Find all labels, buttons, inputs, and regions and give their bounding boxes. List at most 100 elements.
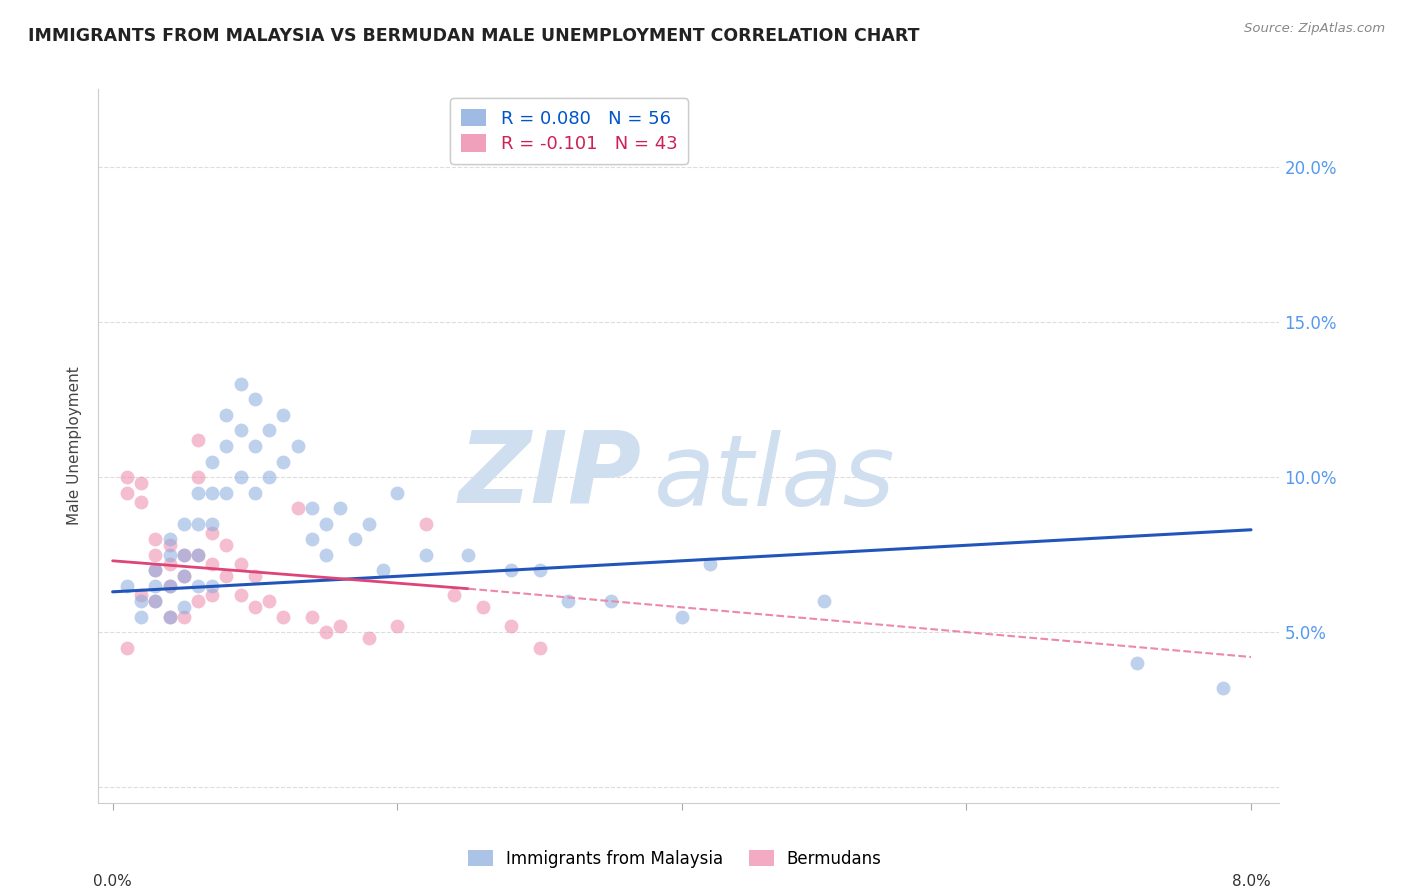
Point: [301, 501, 323, 516]
Point: [315, 548, 337, 562]
Point: [173, 609, 195, 624]
Point: [129, 588, 152, 602]
Point: [159, 609, 181, 624]
Point: [201, 525, 224, 540]
Point: [529, 563, 551, 577]
Point: [215, 408, 238, 422]
Point: [229, 557, 252, 571]
Point: [301, 609, 323, 624]
Point: [415, 548, 437, 562]
Text: 8.0%: 8.0%: [1232, 874, 1271, 889]
Point: [243, 600, 266, 615]
Point: [257, 470, 280, 484]
Point: [287, 501, 309, 516]
Text: atlas: atlas: [654, 430, 896, 526]
Point: [143, 532, 166, 546]
Point: [671, 609, 693, 624]
Point: [187, 470, 209, 484]
Text: IMMIGRANTS FROM MALAYSIA VS BERMUDAN MALE UNEMPLOYMENT CORRELATION CHART: IMMIGRANTS FROM MALAYSIA VS BERMUDAN MAL…: [28, 27, 920, 45]
Point: [357, 632, 380, 646]
Point: [201, 454, 224, 468]
Text: 0.0%: 0.0%: [93, 874, 132, 889]
Y-axis label: Male Unemployment: Male Unemployment: [67, 367, 83, 525]
Point: [187, 516, 209, 531]
Point: [315, 516, 337, 531]
Point: [415, 516, 437, 531]
Point: [187, 433, 209, 447]
Point: [243, 485, 266, 500]
Point: [115, 579, 138, 593]
Point: [187, 594, 209, 608]
Point: [129, 609, 152, 624]
Point: [215, 485, 238, 500]
Point: [201, 516, 224, 531]
Point: [273, 408, 295, 422]
Point: [159, 538, 181, 552]
Point: [159, 609, 181, 624]
Point: [243, 569, 266, 583]
Point: [173, 600, 195, 615]
Point: [143, 579, 166, 593]
Point: [143, 594, 166, 608]
Point: [229, 376, 252, 391]
Point: [1212, 681, 1234, 695]
Point: [115, 640, 138, 655]
Point: [273, 454, 295, 468]
Point: [215, 439, 238, 453]
Point: [143, 563, 166, 577]
Legend: R = 0.080   N = 56, R = -0.101   N = 43: R = 0.080 N = 56, R = -0.101 N = 43: [450, 98, 688, 164]
Point: [159, 579, 181, 593]
Point: [187, 548, 209, 562]
Text: ZIP: ZIP: [458, 426, 641, 523]
Text: Source: ZipAtlas.com: Source: ZipAtlas.com: [1244, 22, 1385, 36]
Point: [273, 609, 295, 624]
Point: [329, 619, 352, 633]
Point: [443, 588, 465, 602]
Point: [387, 619, 409, 633]
Point: [143, 594, 166, 608]
Point: [201, 557, 224, 571]
Point: [215, 538, 238, 552]
Point: [457, 548, 479, 562]
Point: [215, 569, 238, 583]
Point: [143, 563, 166, 577]
Point: [557, 594, 579, 608]
Point: [115, 470, 138, 484]
Point: [813, 594, 835, 608]
Point: [159, 557, 181, 571]
Point: [187, 548, 209, 562]
Point: [201, 579, 224, 593]
Point: [1126, 656, 1149, 670]
Point: [329, 501, 352, 516]
Point: [159, 548, 181, 562]
Point: [499, 619, 522, 633]
Point: [129, 476, 152, 491]
Point: [301, 532, 323, 546]
Point: [143, 548, 166, 562]
Point: [173, 548, 195, 562]
Point: [173, 516, 195, 531]
Point: [187, 485, 209, 500]
Point: [343, 532, 366, 546]
Point: [357, 516, 380, 531]
Point: [187, 579, 209, 593]
Point: [499, 563, 522, 577]
Point: [173, 548, 195, 562]
Point: [387, 485, 409, 500]
Point: [229, 470, 252, 484]
Point: [201, 588, 224, 602]
Point: [315, 625, 337, 640]
Point: [243, 439, 266, 453]
Legend: Immigrants from Malaysia, Bermudans: Immigrants from Malaysia, Bermudans: [461, 844, 889, 875]
Point: [173, 569, 195, 583]
Point: [471, 600, 494, 615]
Point: [129, 495, 152, 509]
Point: [599, 594, 621, 608]
Point: [371, 563, 394, 577]
Point: [159, 532, 181, 546]
Point: [115, 485, 138, 500]
Point: [287, 439, 309, 453]
Point: [129, 594, 152, 608]
Point: [229, 588, 252, 602]
Point: [201, 485, 224, 500]
